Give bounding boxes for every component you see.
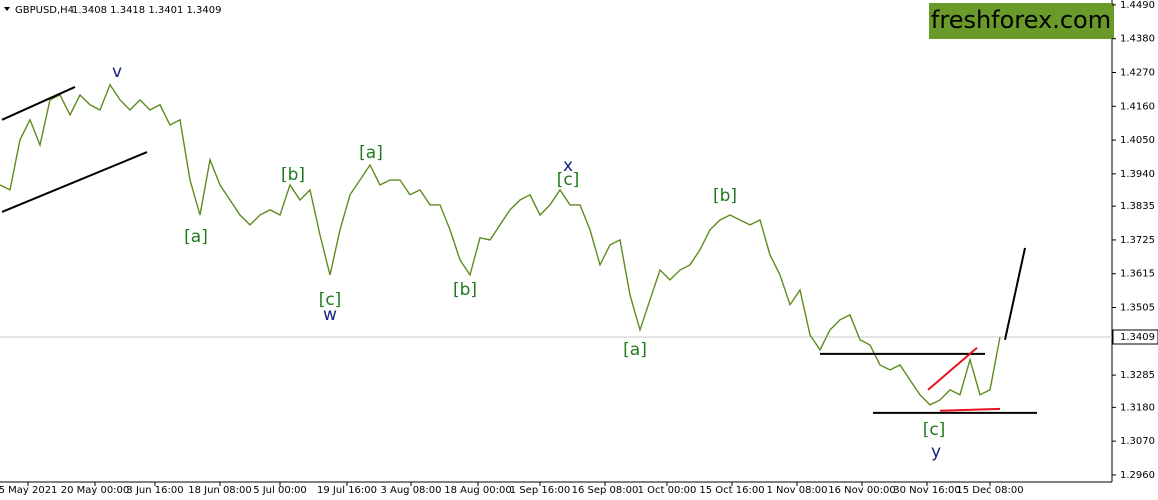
x-tick-label: 20 May 00:00 [61, 485, 130, 496]
wave-label: [b] [453, 280, 477, 300]
y-tick-label: 1.3835 [1120, 201, 1155, 212]
wave-label: v [112, 62, 122, 82]
y-tick-label: 1.4270 [1120, 67, 1155, 78]
y-tick-label: 1.3180 [1120, 402, 1155, 413]
trend-line [1, 151, 148, 213]
x-tick-label: 15 Oct 16:00 [699, 485, 764, 496]
y-tick-label: 1.4160 [1120, 101, 1155, 112]
x-tick-label: 18 Jun 08:00 [188, 485, 252, 496]
logo-box [929, 3, 1114, 39]
wave-label: x [563, 156, 573, 176]
wave-label: [c] [319, 290, 342, 310]
x-tick-label: 19 Jul 16:00 [317, 485, 377, 496]
x-tick-label: 3 Jun 16:00 [126, 485, 183, 496]
trend-line [939, 407, 1001, 412]
x-tick-label: 30 Nov 16:00 [893, 485, 960, 496]
y-tick-label: 1.4050 [1120, 135, 1155, 146]
y-tick-label: 1.2960 [1120, 470, 1155, 481]
logo: freshforex.com [931, 6, 1111, 34]
symbol: GBPUSD,H4 [15, 5, 74, 16]
x-tick-label: 16 Nov 00:00 [828, 485, 895, 496]
wave-label: [c] [557, 170, 580, 190]
trend-line [1, 86, 76, 121]
wave-label: y [931, 442, 941, 462]
y-tick-label: 1.3725 [1120, 235, 1155, 246]
x-tick-label: 5 May 2021 [0, 485, 57, 496]
x-tick-label: 1 Oct 00:00 [638, 485, 697, 496]
price-line [0, 83, 1001, 406]
y-tick-label: 1.4380 [1120, 34, 1155, 45]
trend-line [1004, 247, 1026, 340]
x-tick-label: 15 Dec 08:00 [956, 485, 1023, 496]
wave-label: [a] [623, 340, 647, 360]
ohlc: 1.3408 1.3418 1.3401 1.3409 [72, 5, 222, 16]
wave-label: [a] [184, 227, 208, 247]
x-tick-label: 16 Sep 08:00 [572, 485, 639, 496]
x-tick-label: 1 Sep 16:00 [510, 485, 570, 496]
symbol-marker [4, 7, 10, 11]
current-price-box [1112, 329, 1158, 345]
current-price-label: 1.3409 [1120, 332, 1155, 343]
x-tick-label: 1 Nov 08:00 [766, 485, 827, 496]
x-tick-label: 5 Jul 00:00 [253, 485, 307, 496]
trend-line [927, 346, 978, 391]
y-tick-label: 1.3070 [1120, 436, 1155, 447]
wave-label: [c] [923, 420, 946, 440]
wave-label: [b] [281, 165, 305, 185]
y-tick-label: 1.3615 [1120, 269, 1155, 280]
y-tick-label: 1.3505 [1120, 303, 1155, 314]
y-tick-label: 1.3285 [1120, 370, 1155, 381]
wave-label: [b] [713, 186, 737, 206]
y-tick-label: 1.3940 [1120, 169, 1155, 180]
x-tick-label: 3 Aug 08:00 [380, 485, 441, 496]
wave-label: w [323, 305, 337, 325]
x-tick-label: 18 Aug 00:00 [444, 485, 511, 496]
y-tick-label: 1.4490 [1120, 0, 1155, 11]
wave-label: [a] [359, 143, 383, 163]
